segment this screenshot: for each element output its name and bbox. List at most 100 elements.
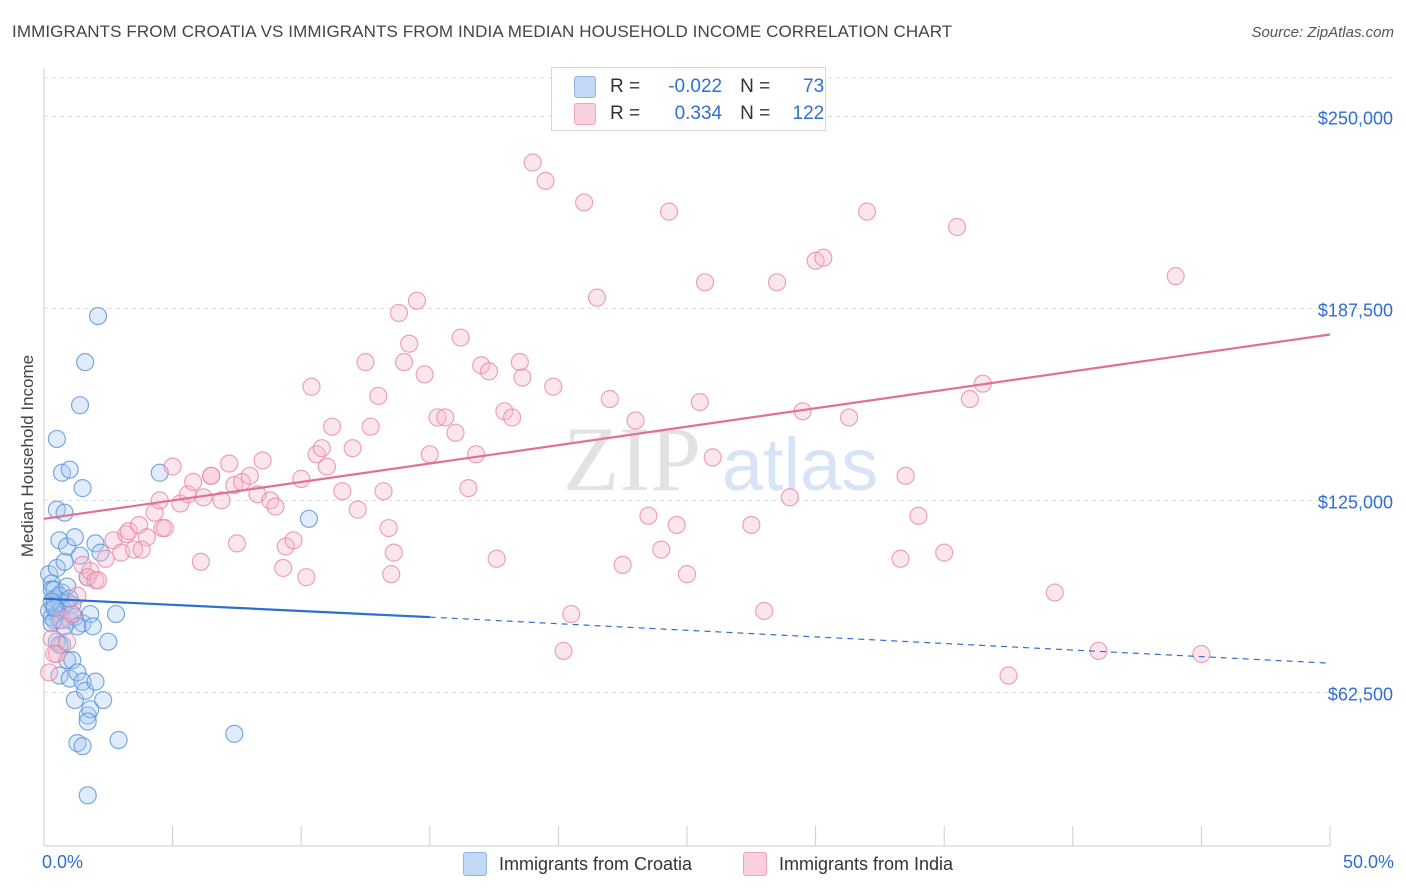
point-india [459, 479, 478, 498]
point-india [292, 469, 311, 488]
point-india [896, 466, 915, 485]
point-india [742, 515, 761, 535]
x-tick-label-max: 50.0% [1342, 852, 1394, 872]
point-india [382, 565, 401, 584]
point-india [45, 644, 64, 664]
point-india [240, 466, 259, 485]
point-india [436, 408, 455, 427]
point-india [184, 472, 203, 492]
point-india [554, 641, 573, 661]
point-india [780, 488, 799, 507]
point-india [575, 193, 594, 212]
point-india [155, 518, 174, 538]
legend-n-value-croatia: 73 [803, 76, 825, 97]
point-india [384, 543, 403, 562]
point-croatia [299, 509, 319, 528]
point-india [88, 571, 108, 590]
point-india [503, 408, 522, 427]
legend-n-label: N = [740, 103, 771, 124]
point-india [302, 377, 321, 396]
point-india [909, 506, 928, 525]
point-croatia [47, 429, 66, 449]
point-croatia [86, 672, 105, 691]
x-tick-label-min: 0.0% [42, 852, 84, 872]
point-india [343, 439, 362, 458]
point-india [428, 408, 447, 427]
point-india [667, 515, 686, 535]
point-india [394, 353, 414, 372]
point-india [1045, 583, 1064, 602]
point-india [333, 482, 352, 501]
point-india [119, 522, 138, 541]
point-india [523, 153, 542, 172]
point-india [999, 666, 1018, 685]
point-croatia [60, 460, 79, 479]
point-india [613, 555, 632, 575]
y-tick-label: $62,500 [1328, 684, 1393, 704]
point-india [677, 565, 697, 584]
bottom-legend-label-croatia: Immigrants from Croatia [499, 853, 693, 874]
point-india [891, 549, 910, 568]
y-tick-label: $187,500 [1318, 300, 1393, 320]
point-india [400, 334, 419, 353]
trend-line-india [43, 333, 1331, 520]
watermark-zip: ZIP [563, 408, 701, 510]
point-croatia [73, 614, 92, 633]
point-croatia [50, 666, 69, 685]
bottom-legend-croatia: Immigrants from Croatia [463, 852, 692, 876]
legend-row-india: R = 0.334 N = 122 [574, 100, 824, 128]
point-india [369, 386, 388, 406]
point-india [389, 303, 409, 323]
point-croatia [68, 733, 87, 753]
legend-r-label: R = [610, 76, 641, 97]
point-croatia [70, 396, 90, 415]
point-india [510, 353, 529, 372]
point-india [322, 417, 342, 436]
point-india [81, 561, 100, 581]
point-india [814, 248, 833, 267]
point-india [639, 506, 658, 525]
point-india [191, 552, 210, 571]
point-india [479, 362, 499, 381]
legend-n-label: N = [740, 76, 771, 97]
point-india [1166, 267, 1185, 286]
legend-row-croatia: R = -0.022 N = 73 [574, 73, 824, 101]
trend-line-croatia-extension [429, 616, 1331, 664]
point-croatia [68, 663, 87, 682]
point-india [361, 417, 380, 436]
point-india [58, 632, 77, 651]
grid-layer [44, 77, 1396, 693]
point-india [348, 500, 367, 519]
point-india [266, 497, 285, 516]
point-india [562, 604, 581, 624]
axis-layer [43, 68, 1331, 847]
y-tick-label: $125,000 [1318, 492, 1393, 512]
point-india [274, 558, 293, 578]
point-india [446, 423, 465, 442]
point-croatia [73, 737, 92, 756]
point-india [212, 491, 231, 510]
y-tick-labels: $62,500 $125,000 $187,500 $250,000 [1318, 108, 1393, 704]
point-india [227, 534, 246, 553]
point-india [312, 439, 331, 458]
point-india [124, 540, 144, 559]
point-india [220, 454, 239, 473]
trend-line-croatia [43, 597, 430, 619]
point-india [40, 663, 59, 682]
point-india [407, 291, 427, 310]
legend-swatch-india [574, 103, 596, 125]
point-india [96, 549, 115, 568]
bottom-legend-swatch-croatia [463, 852, 487, 876]
point-india [857, 202, 877, 221]
point-croatia [109, 730, 128, 750]
point-india [839, 408, 859, 427]
point-croatia [55, 503, 74, 522]
point-india [755, 601, 774, 621]
legend-r-value-croatia: -0.022 [668, 76, 723, 97]
point-croatia [83, 617, 102, 636]
chart-title: IMMIGRANTS FROM CROATIA VS IMMIGRANTS FR… [12, 22, 953, 41]
point-india [374, 482, 393, 501]
point-india [297, 568, 316, 587]
bottom-legend-label-india: Immigrants from India [779, 853, 954, 874]
